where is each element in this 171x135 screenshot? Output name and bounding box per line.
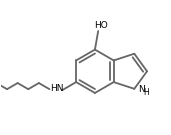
Text: HO: HO bbox=[94, 21, 108, 30]
Text: H: H bbox=[143, 88, 149, 97]
Text: N: N bbox=[138, 85, 145, 94]
Text: HN: HN bbox=[50, 84, 63, 93]
